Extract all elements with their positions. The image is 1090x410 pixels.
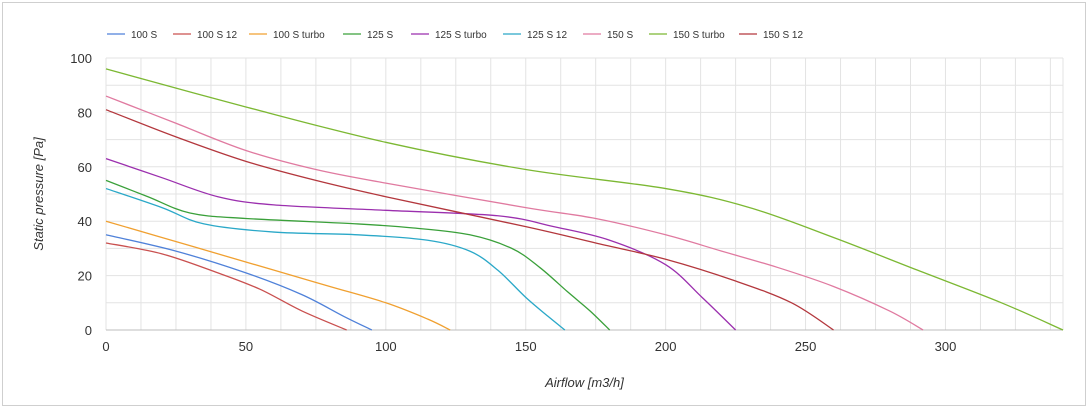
legend-item-100-s-12[interactable]: 100 S 12 <box>173 30 237 41</box>
series-line-125-s <box>105 179 611 331</box>
x-tick-label: 200 <box>655 339 677 354</box>
y-axis-title: Static pressure [Pa] <box>31 137 46 251</box>
legend-label: 125 S turbo <box>435 30 487 41</box>
legend-label: 100 S 12 <box>197 30 237 41</box>
legend-item-100-s-turbo[interactable]: 100 S turbo <box>249 30 325 41</box>
series-line-100-s <box>105 234 373 331</box>
legend-label: 150 S <box>607 30 633 41</box>
y-tick-label: 60 <box>78 160 92 175</box>
legend-item-150-s[interactable]: 150 S <box>583 30 633 41</box>
legend-label: 150 S turbo <box>673 30 725 41</box>
y-tick-label: 0 <box>85 323 92 338</box>
y-tick-label: 100 <box>70 51 92 66</box>
legend-label: 150 S 12 <box>763 30 803 41</box>
series-lines <box>105 68 1064 331</box>
chart-frame: 100 S 100 S 12 100 S turbo 125 S 125 S turbo… <box>2 2 1086 406</box>
x-tick-label: 100 <box>375 339 397 354</box>
legend-item-125-s-12[interactable]: 125 S 12 <box>503 30 567 41</box>
x-tick-label: 50 <box>239 339 253 354</box>
x-tick-label: 250 <box>795 339 817 354</box>
legend: 100 S 100 S 12 100 S turbo 125 S 125 S turbo… <box>107 30 803 41</box>
series-line-100-s-turbo <box>105 220 451 331</box>
y-tick-label: 40 <box>78 214 92 229</box>
legend-item-125-s[interactable]: 125 S <box>343 30 393 41</box>
legend-item-125-s-turbo[interactable]: 125 S turbo <box>411 30 487 41</box>
line-chart: 100 S 100 S 12 100 S turbo 125 S 125 S turbo… <box>31 30 1064 390</box>
y-tick-label: 80 <box>78 105 92 120</box>
legend-item-150-s-12[interactable]: 150 S 12 <box>739 30 803 41</box>
x-tick-label: 300 <box>935 339 957 354</box>
legend-item-150-s-turbo[interactable]: 150 S turbo <box>649 30 725 41</box>
legend-label: 100 S <box>131 30 157 41</box>
series-line-125-s-12 <box>105 187 566 331</box>
grid <box>105 57 1064 331</box>
x-axis-title: Airflow [m3/h] <box>544 375 624 390</box>
x-tick-label: 0 <box>102 339 109 354</box>
tick-labels: 0 50 100 150 200 250 300 0 20 40 60 80 100 <box>70 51 956 354</box>
series-line-150-s-12 <box>105 109 834 331</box>
x-tick-label: 150 <box>515 339 537 354</box>
legend-label: 125 S <box>367 30 393 41</box>
legend-label: 100 S turbo <box>273 30 325 41</box>
y-tick-label: 20 <box>78 269 92 284</box>
series-line-125-s-turbo <box>105 158 737 331</box>
series-line-150-s <box>105 95 924 331</box>
series-line-150-s-turbo <box>105 68 1064 331</box>
legend-item-100-s[interactable]: 100 S <box>107 30 157 41</box>
legend-label: 125 S 12 <box>527 30 567 41</box>
series-line-100-s-12 <box>105 242 347 331</box>
